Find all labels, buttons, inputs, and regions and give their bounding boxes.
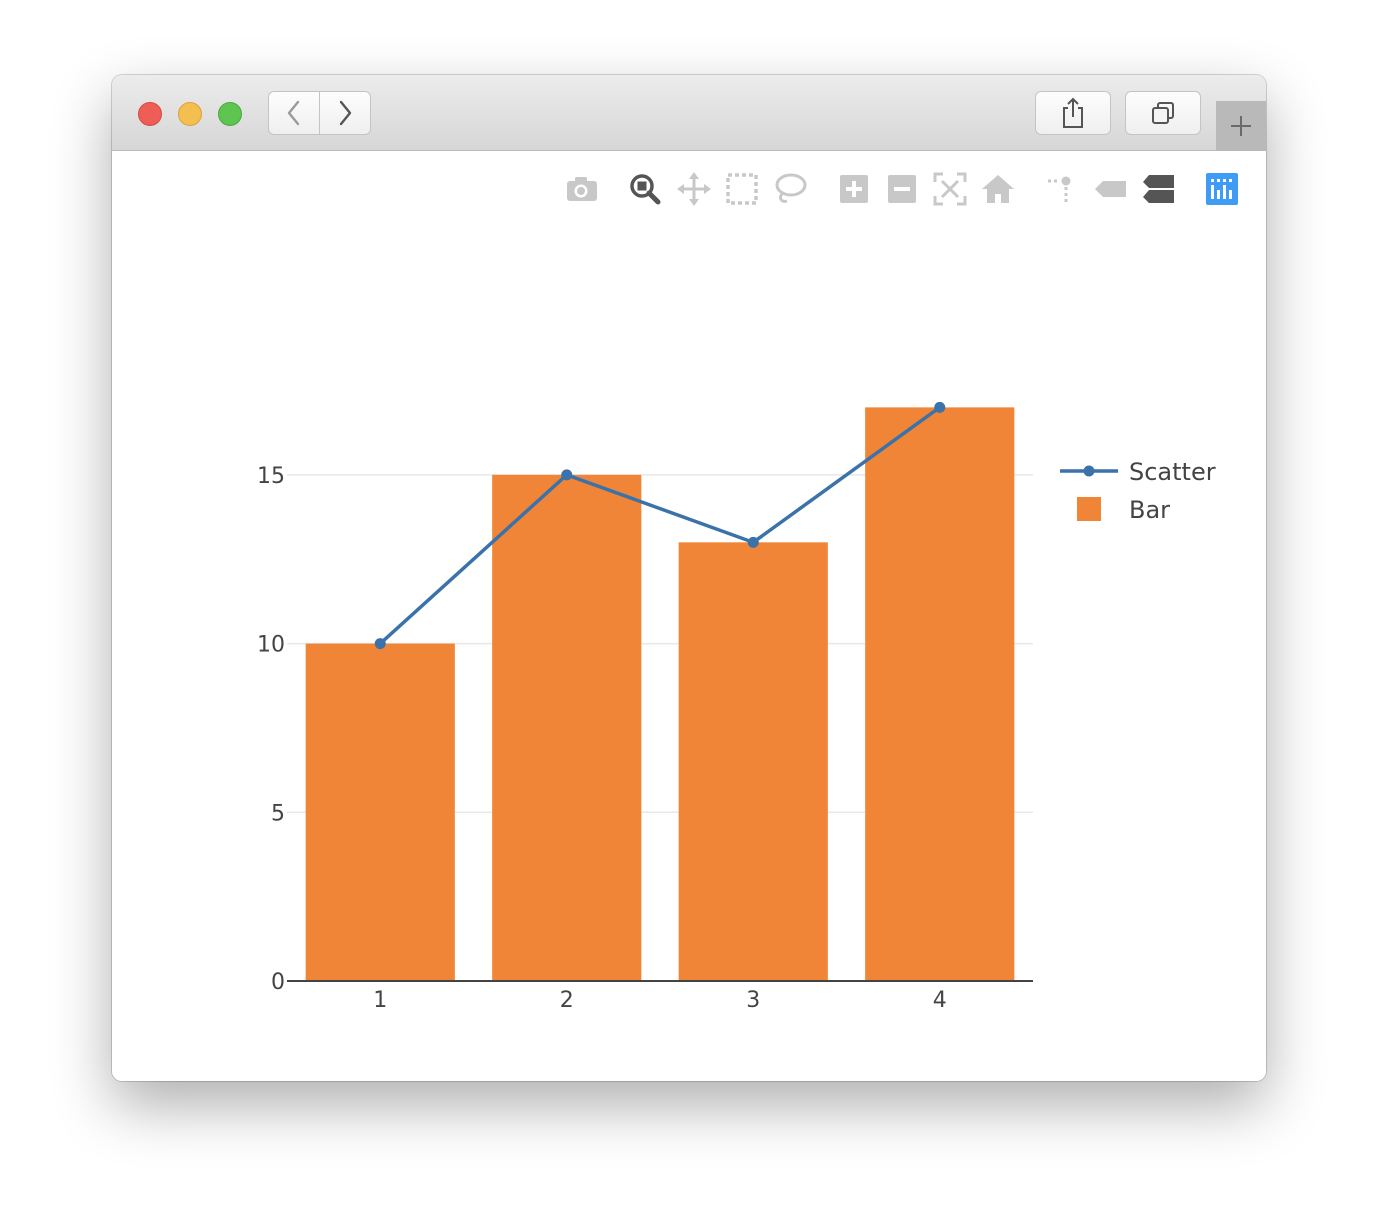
hover-closest-icon[interactable]	[1092, 171, 1128, 207]
browser-window: 0 5 10 15 1 2 3 4 Scatter Bar	[112, 75, 1266, 1081]
pan-icon[interactable]	[676, 171, 712, 207]
y-tick-label: 10	[257, 633, 285, 658]
page-content: 0 5 10 15 1 2 3 4 Scatter Bar	[112, 151, 1266, 1081]
share-button[interactable]	[1035, 91, 1111, 135]
y-tick-label: 0	[271, 970, 285, 995]
zoom-icon[interactable]	[627, 171, 663, 207]
scatter-point	[375, 638, 386, 649]
legend-label-scatter: Scatter	[1129, 458, 1216, 486]
scatter-point	[748, 537, 759, 548]
share-icon	[1059, 96, 1087, 130]
title-bar	[112, 75, 1266, 151]
x-tick-label: 2	[560, 988, 574, 1013]
zoom-out-icon[interactable]	[884, 171, 920, 207]
spike-lines-icon[interactable]	[1044, 171, 1080, 207]
bar	[865, 407, 1014, 981]
camera-icon[interactable]	[564, 171, 600, 207]
x-tick-label: 3	[746, 988, 760, 1013]
scatter-point	[561, 469, 572, 480]
autoscale-icon[interactable]	[932, 171, 968, 207]
reset-axes-icon[interactable]	[980, 171, 1016, 207]
bar	[306, 644, 455, 981]
y-tick-label: 5	[271, 801, 285, 826]
legend-bar-swatch	[1077, 497, 1101, 521]
minimize-window-button[interactable]	[178, 102, 202, 126]
zoom-in-icon[interactable]	[836, 171, 872, 207]
plus-icon	[1228, 113, 1254, 139]
tabs-overview-button[interactable]	[1125, 91, 1201, 135]
chevron-left-icon	[284, 99, 304, 127]
box-select-icon[interactable]	[724, 171, 760, 207]
bar	[492, 475, 641, 981]
legend-label-bar: Bar	[1129, 496, 1170, 524]
zoom-window-button[interactable]	[218, 102, 242, 126]
modebar	[112, 151, 1266, 211]
plotly-logo-icon[interactable]	[1204, 171, 1240, 207]
scatter-point	[934, 402, 945, 413]
hover-compare-icon[interactable]	[1140, 171, 1176, 207]
legend-marker-swatch	[1084, 466, 1095, 477]
series-line	[380, 407, 940, 643]
new-tab-button[interactable]	[1216, 101, 1266, 151]
lasso-select-icon[interactable]	[772, 171, 808, 207]
chart: 0 5 10 15 1 2 3 4 Scatter Bar	[112, 151, 1266, 1081]
bar	[679, 542, 828, 981]
y-tick-label: 15	[257, 464, 285, 489]
chevron-right-icon	[335, 99, 355, 127]
tabs-overview-icon	[1149, 99, 1177, 127]
legend: Scatter Bar	[1060, 458, 1216, 524]
x-tick-label: 4	[933, 988, 947, 1013]
forward-button[interactable]	[319, 91, 371, 135]
x-tick-label: 1	[373, 988, 387, 1013]
close-window-button[interactable]	[138, 102, 162, 126]
back-button[interactable]	[268, 91, 320, 135]
